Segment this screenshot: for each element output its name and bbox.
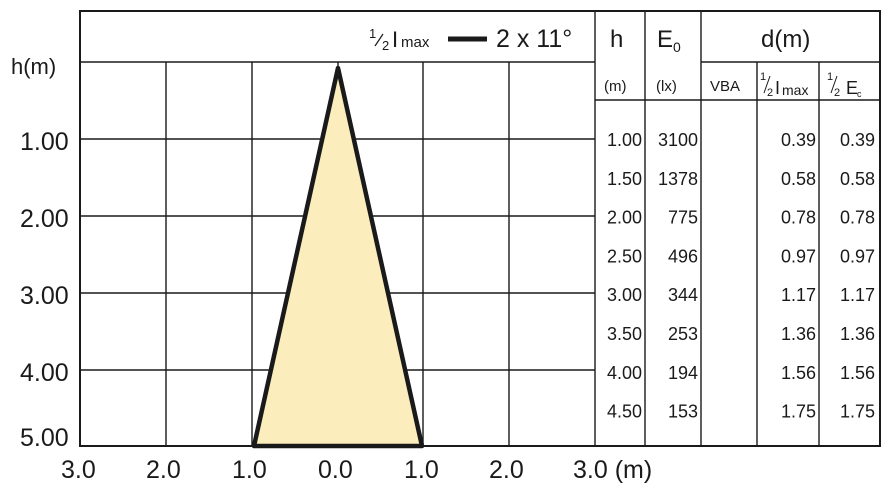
cell-e0: 253: [668, 324, 698, 344]
cell-h: 4.50: [607, 402, 642, 422]
beam-legend: 1 2 I max 2 x 11°: [369, 25, 572, 53]
y-tick-label: 5.00: [20, 424, 69, 452]
legend-symbol-sub: max: [401, 34, 430, 51]
cell-h: 3.00: [607, 285, 642, 305]
legend-half-numerator: 1: [369, 26, 376, 41]
x-tick-label: 3.0 (m): [573, 456, 652, 484]
x-tick-label: 2.0: [146, 456, 181, 484]
header-imax-sub: max: [782, 82, 808, 98]
cell-d-imax: 0.39: [781, 130, 816, 150]
cell-h: 2.00: [607, 208, 642, 228]
table-row: 2.50 496 0.97 0.97: [607, 246, 875, 266]
header-vba: VBA: [710, 78, 740, 95]
cell-d-e: 1.56: [840, 363, 875, 383]
header-e0-unit: (lx): [656, 78, 677, 95]
legend-half-denominator: 2: [382, 38, 389, 53]
diagram-frame: [79, 10, 881, 447]
cell-e0: 344: [668, 285, 698, 305]
table-row: 1.00 3100 0.39 0.39: [607, 130, 875, 150]
cell-d-imax: 1.36: [781, 324, 816, 344]
cell-d-e: 1.17: [840, 285, 875, 305]
header-e-num: 1: [827, 71, 833, 83]
cell-d-imax: 0.78: [781, 208, 816, 228]
header-d: d(m): [761, 26, 810, 53]
cell-e0: 194: [668, 363, 698, 383]
table-row: 4.00 194 1.56 1.56: [607, 363, 875, 383]
x-tick-label: 0.0: [318, 456, 353, 484]
header-h: h: [610, 26, 623, 53]
cell-d-imax: 0.97: [781, 246, 816, 266]
table-row: 4.50 153 1.75 1.75: [607, 402, 875, 422]
y-tick-label: 4.00: [20, 359, 69, 387]
cell-d-e: 0.39: [840, 130, 875, 150]
table-row: 2.00 775 0.78 0.78: [607, 208, 875, 228]
table-grid: [594, 11, 880, 446]
cell-h: 4.00: [607, 363, 642, 383]
header-imax-num: 1: [760, 71, 766, 83]
x-tick-label: 1.0: [404, 456, 439, 484]
y-tick-label: 1.00: [20, 128, 69, 156]
cell-e0: 1378: [658, 169, 698, 189]
x-tick-label: 3.0: [61, 456, 96, 484]
cell-d-imax: 1.17: [781, 285, 816, 305]
header-e0-sub: 0: [673, 39, 681, 55]
header-e0: E: [657, 26, 673, 53]
table-row: 1.50 1378 0.58 0.58: [607, 169, 875, 189]
header-h-unit: (m): [604, 78, 627, 95]
x-tick-label: 1.0: [232, 456, 267, 484]
cell-e0: 3100: [658, 130, 698, 150]
cell-d-e: 1.36: [840, 324, 875, 344]
legend-value: 2 x 11°: [496, 25, 572, 53]
cell-h: 2.50: [607, 246, 642, 266]
header-imax-den: 2: [767, 87, 773, 99]
cell-h: 3.50: [607, 324, 642, 344]
y-axis-label: h(m): [11, 54, 56, 79]
cell-e0: 775: [668, 208, 698, 228]
cell-e0: 153: [668, 402, 698, 422]
cell-d-imax: 0.58: [781, 169, 816, 189]
cell-e0: 496: [668, 246, 698, 266]
header-e-sym: E: [846, 78, 858, 98]
x-tick-label: 2.0: [489, 456, 524, 484]
cell-h: 1.00: [607, 130, 642, 150]
x-tick-labels: 3.0 2.0 1.0 0.0 1.0 2.0 3.0 (m): [61, 456, 652, 484]
cell-d-e: 0.78: [840, 208, 875, 228]
table-header: h (m) E 0 (lx) d(m) VBA 1 2 I max 1 2 E …: [604, 26, 862, 99]
header-e-sub: c: [857, 89, 862, 99]
plot-grid: [80, 61, 595, 446]
cell-d-e: 0.97: [840, 246, 875, 266]
header-e-den: 2: [834, 87, 840, 99]
cell-d-imax: 1.56: [781, 363, 816, 383]
beam-cone: [251, 65, 425, 449]
y-tick-labels: 1.00 2.00 3.00 4.00 5.00: [20, 128, 69, 452]
y-tick-label: 3.00: [20, 282, 69, 310]
cell-d-e: 1.75: [840, 402, 875, 422]
cell-d-imax: 1.75: [781, 402, 816, 422]
table-row: 3.00 344 1.17 1.17: [607, 285, 875, 305]
table-rows: 1.00 3100 0.39 0.39 1.50 1378 0.58 0.58 2.00 775 0…: [607, 130, 875, 422]
legend-symbol: I: [392, 27, 398, 52]
cell-d-e: 0.58: [840, 169, 875, 189]
y-tick-label: 2.00: [20, 205, 69, 233]
table-row: 3.50 253 1.36 1.36: [607, 324, 875, 344]
cell-h: 1.50: [607, 169, 642, 189]
header-imax-sym: I: [775, 78, 780, 98]
